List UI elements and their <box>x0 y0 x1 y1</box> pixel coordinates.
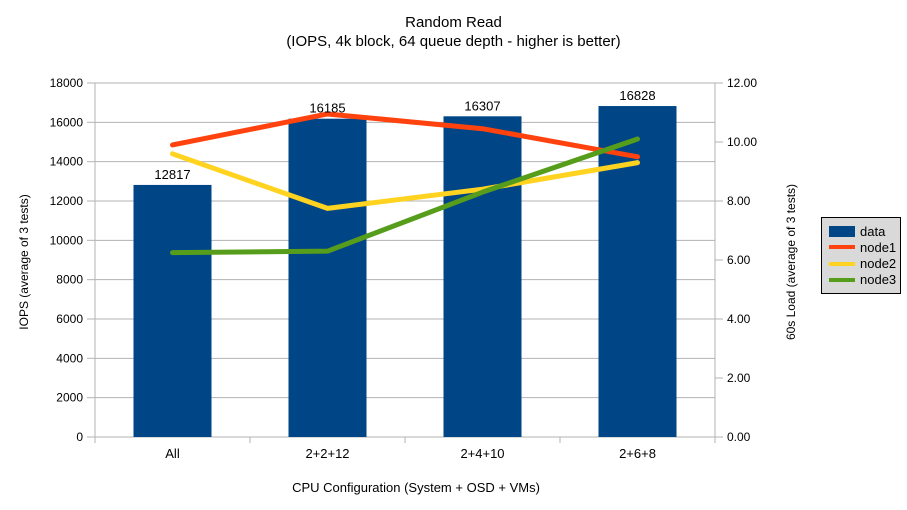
bar-value-label: 16307 <box>464 98 500 113</box>
legend-label: node2 <box>860 256 897 272</box>
right-axis-tick-label: 10.00 <box>727 135 757 149</box>
chart-subtitle: (IOPS, 4k block, 64 queue depth - higher… <box>286 33 621 50</box>
left-axis-tick-label: 8000 <box>56 273 83 287</box>
left-axis-tick-label: 10000 <box>50 233 84 247</box>
legend-swatch-node3 <box>829 277 855 282</box>
left-axis-tick-label: 0 <box>76 430 83 444</box>
legend-item-node1: node1 <box>829 241 900 254</box>
chart-title: Random Read <box>405 14 502 31</box>
bar-value-label: 16185 <box>309 101 345 116</box>
line-node2 <box>170 151 640 211</box>
bar-2+2+12 <box>288 118 367 437</box>
left-axis-tick-label: 2000 <box>56 391 83 405</box>
bar-2+4+10 <box>443 116 522 438</box>
right-axis-tick-label: 2.00 <box>727 371 751 385</box>
left-axis-title: IOPS (average of 3 tests) <box>17 194 31 330</box>
legend-swatch-data <box>829 225 855 237</box>
bar-All <box>133 184 212 437</box>
line-node1 <box>170 111 640 160</box>
left-axis-tick-label: 6000 <box>56 312 83 326</box>
legend-item-node2: node2 <box>829 257 900 270</box>
line-node3 <box>170 136 640 256</box>
right-axis-tick-label: 6.00 <box>727 253 751 267</box>
legend-item-node3: node3 <box>829 273 900 286</box>
right-axis-tick-label: 4.00 <box>727 312 751 326</box>
chart-title-block: Random Read (IOPS, 4k block, 64 queue de… <box>0 13 907 51</box>
legend: data node1 node2 node3 <box>821 217 901 294</box>
right-axis-tick-label: 12.00 <box>727 76 757 90</box>
legend-label: data <box>860 223 886 239</box>
legend-item-data: data <box>829 225 900 238</box>
left-axis-tick-label: 14000 <box>50 155 84 169</box>
left-axis-tick-label: 18000 <box>50 76 84 90</box>
bar-value-label: 12817 <box>154 167 190 182</box>
x-category-label: All <box>165 446 180 461</box>
x-category-label: 2+4+10 <box>460 446 504 461</box>
left-axis-tick-label: 12000 <box>50 194 84 208</box>
bar-value-label: 16828 <box>619 88 655 103</box>
left-axis-tick-label: 4000 <box>56 351 83 365</box>
x-category-label: 2+6+8 <box>619 446 656 461</box>
legend-swatch-node2 <box>829 261 855 266</box>
right-axis-title: 60s Load (average of 3 tests) <box>784 183 798 341</box>
x-category-label: 2+2+12 <box>305 446 349 461</box>
left-axis-tick-label: 16000 <box>50 115 84 129</box>
right-axis-tick-label: 8.00 <box>727 194 751 208</box>
x-axis-title: CPU Configuration (System + OSD + VMs) <box>292 480 540 495</box>
legend-label: node3 <box>860 272 897 288</box>
right-axis-tick-label: 0.00 <box>727 430 751 444</box>
legend-label: node1 <box>860 239 897 255</box>
legend-swatch-node1 <box>829 245 855 250</box>
